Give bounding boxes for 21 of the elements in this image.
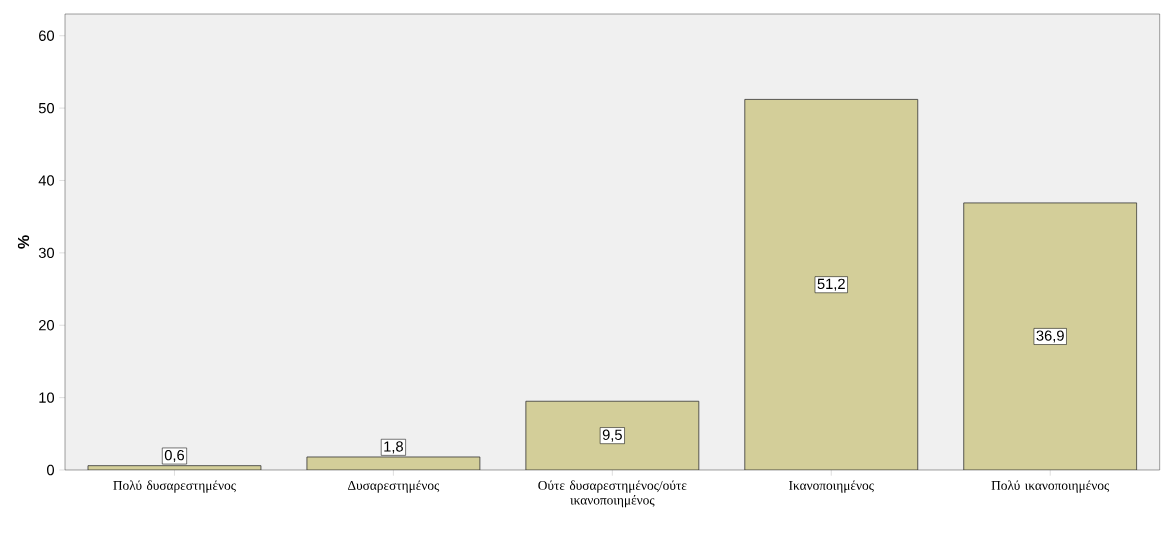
- data-label: 36,9: [1036, 330, 1064, 343]
- y-tick-label: 10: [39, 392, 55, 403]
- x-tick-label: Δυσαρεστημένος: [347, 480, 440, 493]
- y-tick-label: 60: [39, 30, 55, 41]
- x-tick-label: Πολύ ικανοποιημένος: [991, 480, 1110, 493]
- y-tick-label: 50: [38, 102, 55, 114]
- bar: [963, 202, 1138, 470]
- x-tick-label: Ικανοποιημένος: [789, 480, 874, 493]
- data-label: 0,6: [164, 449, 185, 463]
- data-label: 9,5: [602, 429, 622, 442]
- y-tick-label: 40: [38, 175, 55, 186]
- data-label: 1,8: [384, 441, 403, 454]
- y-axis-title: %: [17, 235, 30, 249]
- x-tick-label: Ούτε δυσαρεστημένος/ούτε ικανοποιημένος: [538, 480, 687, 508]
- bar: [525, 401, 699, 470]
- y-tick-label: 0: [47, 464, 55, 476]
- data-label: 51,2: [817, 278, 845, 291]
- bar: [744, 99, 919, 470]
- y-tick-label: 30: [38, 247, 55, 259]
- x-tick-label: Πολύ δυσαρεστημένος: [113, 480, 236, 493]
- y-tick-label: 20: [39, 320, 55, 331]
